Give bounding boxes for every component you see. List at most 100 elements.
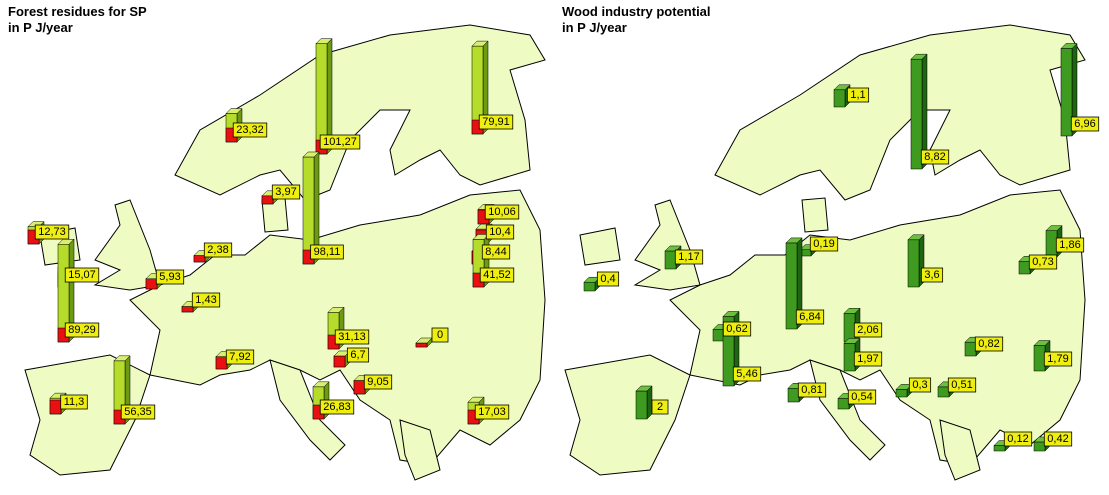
value-label: 6,84 xyxy=(799,311,820,323)
bar-top xyxy=(907,234,925,241)
value-label: 0,73 xyxy=(1032,256,1053,268)
value-label: 10,4 xyxy=(489,226,510,238)
value-label: 0 xyxy=(437,329,443,341)
label-box xyxy=(155,269,185,285)
value-label: 2 xyxy=(657,401,663,413)
label-box xyxy=(203,242,233,258)
label-box xyxy=(795,309,825,325)
value-label: 0,81 xyxy=(801,384,822,396)
value-label: 12,73 xyxy=(38,226,66,238)
map-subtitle: in P J/year xyxy=(8,20,73,35)
value-label: 1,43 xyxy=(195,294,216,306)
bar-front xyxy=(895,389,908,398)
value-label: 0,51 xyxy=(951,379,972,391)
label-box xyxy=(853,322,883,338)
value-label: 5,93 xyxy=(159,271,180,283)
value-label: 1,97 xyxy=(857,353,878,365)
bar-base xyxy=(261,195,274,205)
label-box xyxy=(847,389,877,405)
bar-front xyxy=(664,250,677,270)
value-label: 3,6 xyxy=(924,269,939,281)
bar-front xyxy=(583,281,596,292)
value-label: 31,13 xyxy=(338,331,366,343)
bar-base xyxy=(215,356,228,370)
label-box xyxy=(846,87,870,103)
bar-front xyxy=(843,313,856,343)
value-label: 5,46 xyxy=(736,368,757,380)
bar-front xyxy=(837,398,850,410)
value-label: 98,11 xyxy=(314,246,341,258)
label-box xyxy=(479,267,515,283)
value-label: 6,96 xyxy=(1074,118,1095,130)
bar-front xyxy=(1033,441,1046,452)
bar-top xyxy=(225,108,243,114)
value-label: 56,35 xyxy=(124,406,152,418)
bar-top xyxy=(1033,340,1051,346)
value-label: 0,12 xyxy=(1007,433,1028,445)
bar xyxy=(910,53,928,170)
value-label: 1,86 xyxy=(1059,239,1080,251)
bar-front xyxy=(635,390,648,420)
value-label: 1,17 xyxy=(678,251,699,263)
bar-front xyxy=(907,239,920,288)
value-label: 0,62 xyxy=(726,323,747,335)
label-box xyxy=(431,327,449,343)
bar-base xyxy=(193,255,206,263)
label-box xyxy=(651,399,669,415)
bar-top xyxy=(833,84,851,91)
label-box xyxy=(225,349,255,365)
value-label: 0,4 xyxy=(600,273,615,285)
label-box xyxy=(334,329,370,345)
label-box xyxy=(1055,237,1085,253)
bar-top xyxy=(635,385,653,392)
value-label: 2,06 xyxy=(857,324,878,336)
value-label: 1,1 xyxy=(850,89,865,101)
value-label: 15,07 xyxy=(68,269,96,281)
bar-base xyxy=(145,278,158,290)
value-label: 101,27 xyxy=(323,136,357,148)
label-box xyxy=(732,366,762,382)
bar-top xyxy=(910,53,928,60)
label-box xyxy=(853,351,883,367)
label-box xyxy=(319,134,361,150)
value-label: 9,05 xyxy=(367,376,388,388)
bar-front xyxy=(937,386,950,398)
value-label: 6,7 xyxy=(350,349,365,361)
bar xyxy=(57,238,75,343)
bar-top xyxy=(785,237,803,244)
value-label: 7,92 xyxy=(229,351,250,363)
label-box xyxy=(64,267,100,283)
bar xyxy=(1060,42,1078,137)
bar-top xyxy=(1045,225,1063,231)
value-label: 8,44 xyxy=(485,246,506,258)
bar-front xyxy=(993,445,1006,452)
bar-top xyxy=(312,381,330,388)
value-label: 0,19 xyxy=(813,238,834,250)
bars xyxy=(27,38,1078,452)
value-label: 23,32 xyxy=(236,124,264,136)
label-box xyxy=(34,224,70,240)
value-label: 3,97 xyxy=(275,186,296,198)
label-box xyxy=(1043,431,1073,447)
bar-side xyxy=(646,385,653,420)
bar-front xyxy=(787,388,800,403)
label-box xyxy=(478,114,514,130)
value-label: 1,79 xyxy=(1047,353,1068,365)
value-label: 10,06 xyxy=(488,206,516,218)
label-box xyxy=(1028,254,1058,270)
value-label: 41,52 xyxy=(483,269,511,281)
bar-top xyxy=(471,40,489,47)
value-label: 0,3 xyxy=(912,379,927,391)
label-box xyxy=(120,404,156,420)
bar-front xyxy=(910,58,923,170)
bar xyxy=(635,385,653,420)
label-box xyxy=(1070,116,1100,132)
label-box xyxy=(60,394,88,410)
bar xyxy=(471,40,489,135)
bar-front xyxy=(1060,48,1073,137)
bar-front xyxy=(833,89,846,108)
bar-top xyxy=(722,311,740,317)
value-label: 2,38 xyxy=(207,244,228,256)
value-label: 8,82 xyxy=(924,151,945,163)
